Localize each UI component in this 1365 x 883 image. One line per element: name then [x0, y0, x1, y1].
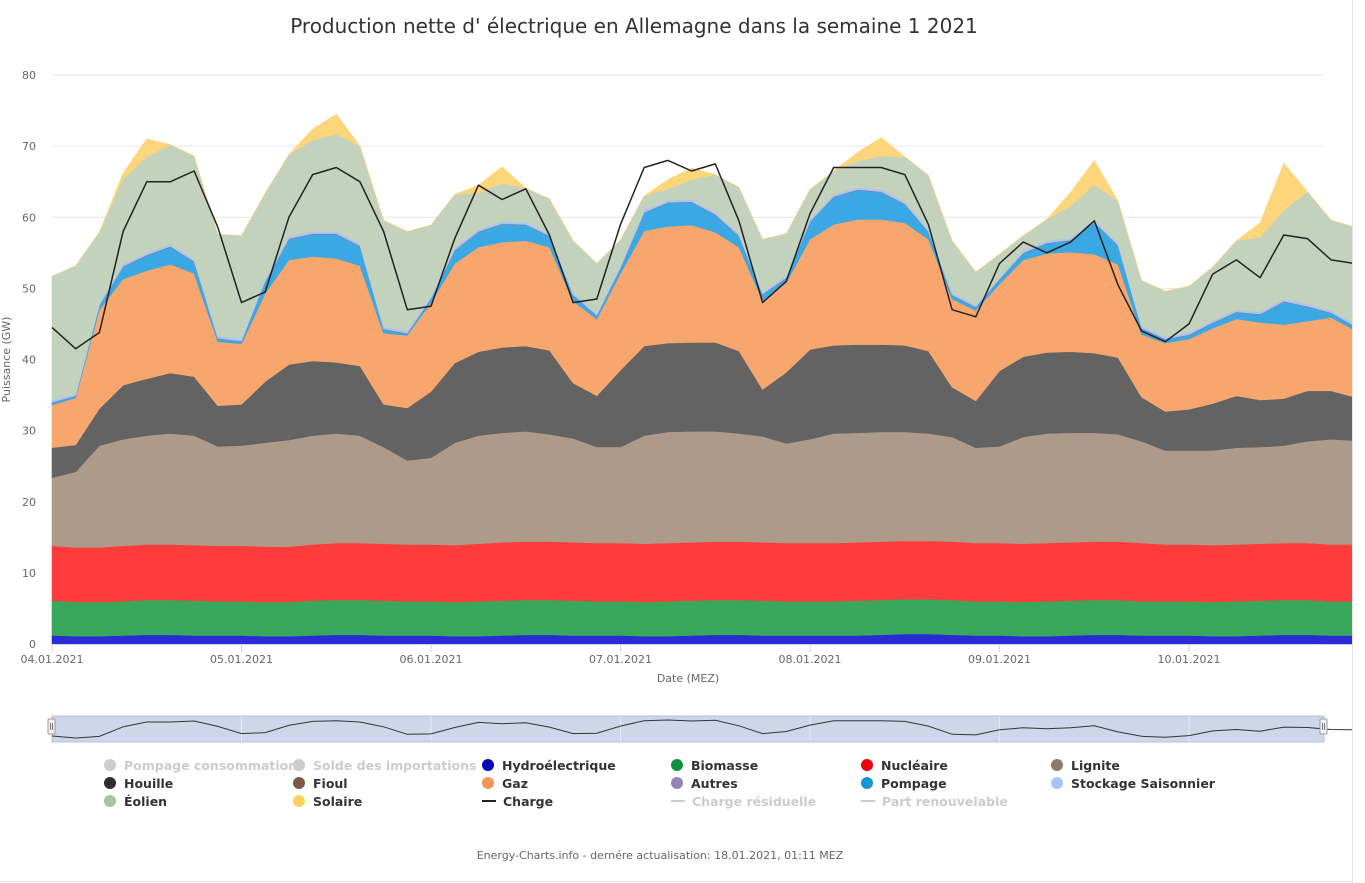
legend-symbol: [482, 777, 494, 789]
y-tick-label: 0: [29, 638, 36, 651]
area-lignite: [51, 430, 1352, 548]
navigator-series: [51, 719, 1352, 739]
legend-symbol: [671, 759, 683, 771]
navigator-handle-left[interactable]: [47, 718, 56, 735]
legend-symbol: [104, 759, 116, 771]
x-tick-label: 08.01.2021: [779, 653, 842, 666]
legend-symbol: [1051, 759, 1063, 771]
y-tick-label: 40: [22, 354, 36, 367]
frame-border-right: [1352, 0, 1353, 883]
legend-label: Nucléaire: [881, 757, 948, 773]
x-tick-label: 04.01.2021: [21, 653, 84, 666]
x-tick-label: 05.01.2021: [210, 653, 273, 666]
legend-item-hydroelectrique[interactable]: Hydroélectrique: [482, 756, 616, 774]
legend-item-charge-residuelle[interactable]: Charge résiduelle: [671, 792, 816, 810]
legend-label: Part renouvelable: [882, 793, 1008, 809]
legend-symbol: [104, 795, 116, 807]
legend-item-part-renouvelable[interactable]: Part renouvelable: [861, 792, 1008, 810]
legend-item-lignite[interactable]: Lignite: [1051, 756, 1120, 774]
legend-item-solde-des-importations[interactable]: Solde des importations: [293, 756, 476, 774]
legend-item-gaz[interactable]: Gaz: [482, 774, 528, 792]
legend-symbol: [482, 800, 496, 802]
legend-label: Pompage consommation: [124, 757, 298, 773]
area-biomasse: [51, 598, 1352, 637]
chart-title: Production nette d' électrique en Allema…: [290, 14, 978, 38]
legend-label: Autres: [691, 775, 738, 791]
chart-area: 0 10 20 30 40 50 60 70 80 04.01.2021 05.01.2021 06.…: [0, 69, 1352, 743]
legend-symbol: [671, 777, 683, 789]
legend-label: Gaz: [502, 775, 528, 791]
legend-symbol: [104, 777, 116, 789]
legend-label: Houille: [124, 775, 174, 791]
legend-symbol: [671, 800, 685, 802]
legend-label: Solde des importations: [313, 757, 477, 773]
legend-symbol: [861, 759, 873, 771]
legend-label: Fioul: [313, 775, 348, 791]
area-nucleaire: [51, 540, 1352, 603]
legend-item-biomasse[interactable]: Biomasse: [671, 756, 758, 774]
legend-label: Solaire: [313, 793, 363, 809]
y-tick-label: 80: [22, 69, 36, 82]
legend-item-autres[interactable]: Autres: [671, 774, 738, 792]
legend-item-pompage[interactable]: Pompage: [861, 774, 947, 792]
y-tick-label: 50: [22, 282, 36, 295]
x-tick-label: 10.01.2021: [1158, 653, 1221, 666]
legend-symbol: [293, 795, 305, 807]
legend-symbol: [861, 777, 873, 789]
legend-symbol: [1051, 777, 1063, 789]
line-charge: [51, 159, 1352, 350]
y-axis-title: Puissance (GW): [0, 317, 13, 403]
y-tick-label: 10: [22, 567, 36, 580]
x-tick-label: 07.01.2021: [589, 653, 652, 666]
x-axis-title: Date (MEZ): [657, 672, 719, 685]
legend-label: Hydroélectrique: [502, 757, 616, 773]
legend-item-solaire[interactable]: Solaire: [293, 792, 362, 810]
y-tick-label: 30: [22, 425, 36, 438]
x-tick-label: 09.01.2021: [968, 653, 1031, 666]
chart-legend: Pompage consommation Solde des importatio…: [0, 756, 1352, 812]
legend-item-houille[interactable]: Houille: [104, 774, 173, 792]
legend-label: Pompage: [881, 775, 947, 791]
x-tick-label: 06.01.2021: [400, 653, 463, 666]
legend-label: Éolien: [124, 793, 168, 809]
legend-symbol: [861, 800, 875, 802]
legend-item-nucleaire[interactable]: Nucléaire: [861, 756, 948, 774]
legend-symbol: [293, 777, 305, 789]
frame-border-bottom: [0, 881, 1353, 882]
legend-label: Biomasse: [691, 757, 759, 773]
legend-label: Stockage Saisonnier: [1071, 775, 1215, 791]
legend-item-fioul[interactable]: Fioul: [293, 774, 348, 792]
legend-item-eolien[interactable]: Éolien: [104, 792, 167, 810]
legend-label: Lignite: [1071, 757, 1120, 773]
legend-label: Charge résiduelle: [692, 793, 817, 809]
y-tick-label: 70: [22, 140, 36, 153]
y-tick-label: 20: [22, 496, 36, 509]
legend-symbol: [293, 759, 305, 771]
credits-text[interactable]: Energy-Charts.info - dernére actualisati…: [476, 849, 844, 862]
navigator-handle-right[interactable]: [1319, 718, 1328, 735]
legend-symbol: [482, 759, 494, 771]
legend-item-pompage-consommation[interactable]: Pompage consommation: [104, 756, 297, 774]
legend-item-stockage-saisonnier[interactable]: Stockage Saisonnier: [1051, 774, 1215, 792]
y-tick-label: 60: [22, 211, 36, 224]
legend-label: Charge: [503, 793, 554, 809]
navigator-track: [51, 715, 1325, 743]
legend-item-charge[interactable]: Charge: [482, 792, 553, 810]
